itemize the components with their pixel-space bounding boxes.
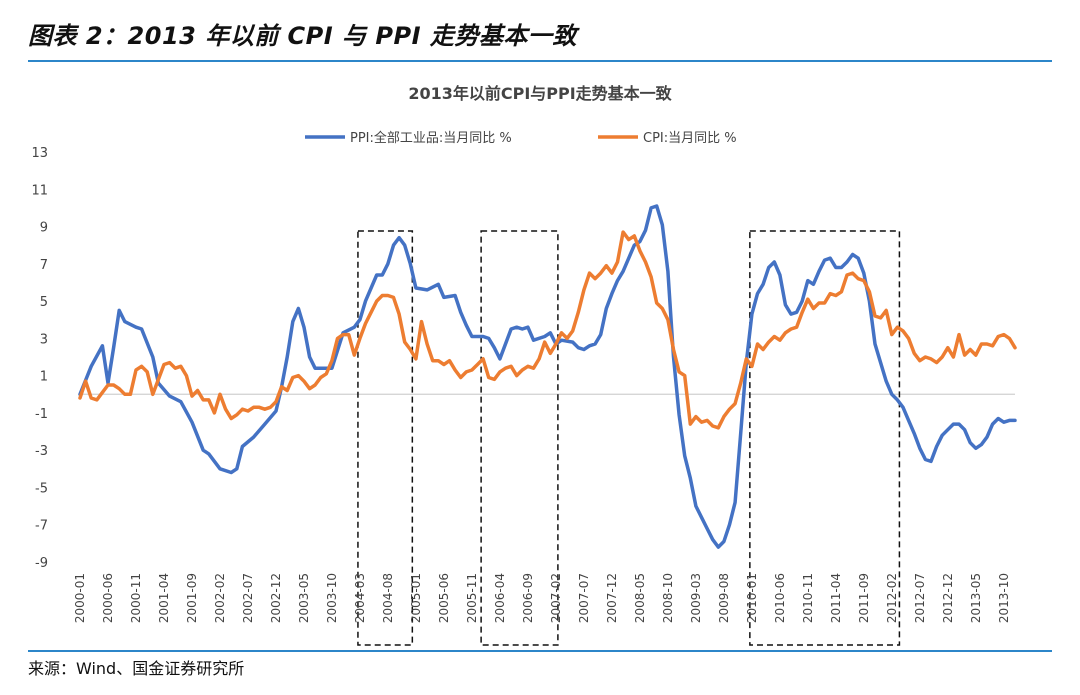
highlight-box — [357, 230, 414, 646]
legend: PPI:全部工业品:当月同比 % CPI:当月同比 % — [305, 130, 737, 146]
x-tick-label: 2012-12 — [941, 573, 955, 623]
x-tick-label: 2006-09 — [521, 573, 535, 623]
x-tick-label: 2004-03 — [353, 573, 367, 623]
x-tick-label: 2007-12 — [605, 573, 619, 623]
top-rule — [28, 60, 1052, 62]
x-tick-label: 2009-08 — [717, 573, 731, 623]
cpi-series-line — [78, 230, 1017, 430]
chart-title: 2013年以前CPI与PPI走势基本一致 — [408, 84, 672, 103]
legend-cpi-label: CPI:当月同比 % — [643, 131, 737, 146]
x-tick-label: 2000-06 — [101, 573, 115, 623]
x-tick-label: 2010-06 — [773, 573, 787, 623]
x-tick-label: 2001-04 — [157, 573, 171, 623]
x-tick-label: 2008-05 — [633, 573, 647, 623]
x-tick-label: 2002-07 — [241, 573, 255, 623]
x-axis-ticks: 2000-01 2000-06 2000-11 2001-04 2001-09 2002-… — [73, 573, 1011, 623]
y-tick-label: -9 — [35, 556, 48, 571]
y-tick-label: 9 — [40, 221, 48, 236]
highlight-box — [749, 230, 901, 646]
x-tick-label: 2012-02 — [885, 573, 899, 623]
x-tick-label: 2000-01 — [73, 573, 87, 623]
highlight-boxes — [357, 230, 901, 646]
x-tick-label: 2013-10 — [997, 573, 1011, 623]
x-tick-label: 2007-07 — [577, 573, 591, 623]
y-tick-label: 5 — [40, 295, 48, 310]
x-tick-label: 2002-12 — [269, 573, 283, 623]
x-tick-label: 2000-11 — [129, 573, 143, 623]
y-tick-label: 3 — [40, 332, 48, 347]
y-tick-label: -3 — [35, 444, 48, 459]
y-tick-label: 1 — [40, 370, 48, 385]
source-note: 来源：Wind、国金证券研究所 — [28, 659, 245, 678]
x-tick-label: 2002-02 — [213, 573, 227, 623]
x-tick-label: 2010-11 — [801, 573, 815, 623]
x-tick-label: 2003-10 — [325, 573, 339, 623]
highlight-box — [480, 230, 559, 646]
cpi-ppi-line-chart: 2013年以前CPI与PPI走势基本一致 PPI:全部工业品:当月同比 % CP… — [31, 84, 1017, 646]
x-tick-label: 2012-07 — [913, 573, 927, 623]
x-tick-label: 2007-02 — [549, 573, 563, 623]
y-tick-label: 7 — [40, 258, 48, 273]
x-tick-label: 2005-01 — [409, 573, 423, 623]
y-tick-label: 11 — [31, 183, 48, 198]
series-lines — [78, 204, 1017, 549]
x-tick-label: 2011-09 — [857, 573, 871, 623]
x-tick-label: 2001-09 — [185, 573, 199, 623]
y-tick-label: -1 — [35, 407, 48, 422]
x-tick-label: 2009-03 — [689, 573, 703, 623]
x-tick-label: 2010-01 — [745, 573, 759, 623]
y-tick-label: 13 — [31, 146, 48, 161]
x-tick-label: 2005-06 — [437, 573, 451, 623]
y-tick-label: -5 — [35, 481, 48, 496]
x-tick-label: 2008-10 — [661, 573, 675, 623]
x-tick-label: 2005-11 — [465, 573, 479, 623]
legend-ppi-label: PPI:全部工业品:当月同比 % — [350, 130, 512, 146]
x-tick-label: 2003-05 — [297, 573, 311, 623]
x-tick-label: 2006-04 — [493, 573, 507, 623]
x-tick-label: 2013-05 — [969, 573, 983, 623]
y-tick-label: -7 — [35, 519, 48, 534]
x-tick-label: 2011-04 — [829, 573, 843, 623]
figure-title: 图表 2：2013 年以前 CPI 与 PPI 走势基本一致 — [28, 22, 577, 50]
y-axis-ticks: 13 11 9 7 5 3 1 -1 -3 -5 -7 -9 — [31, 146, 48, 571]
bottom-rule — [28, 650, 1052, 652]
x-tick-label: 2004-08 — [381, 573, 395, 623]
ppi-series-line — [78, 204, 1017, 549]
